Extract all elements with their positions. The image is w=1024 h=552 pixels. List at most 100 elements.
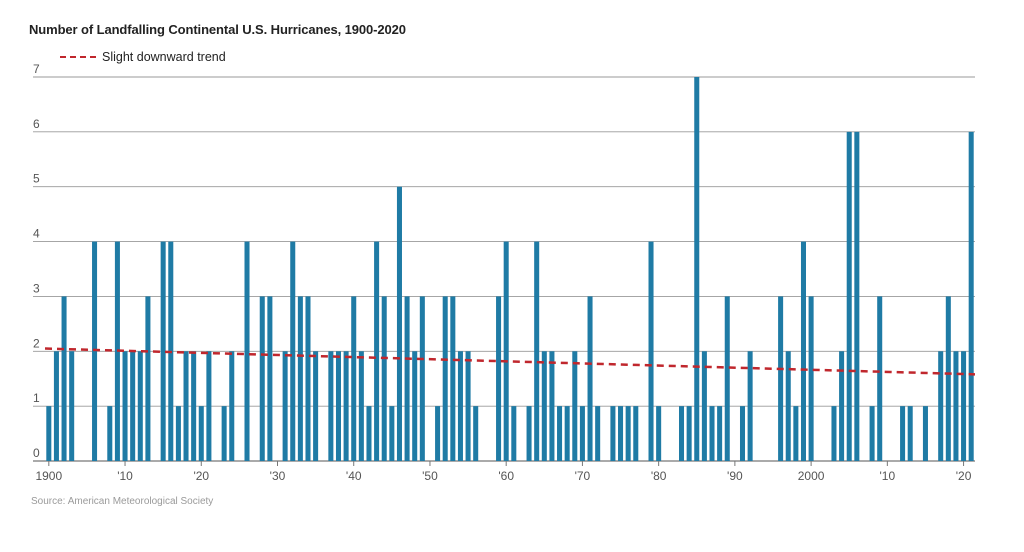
bar-1992 (747, 351, 753, 461)
bar-1928 (259, 296, 265, 461)
bar-1976 (625, 406, 631, 461)
bar-2009 (877, 296, 883, 461)
bar-1974 (610, 406, 616, 461)
bar-1955 (465, 351, 471, 461)
bar-2000 (808, 296, 814, 461)
bar-1999 (800, 241, 806, 461)
bar-1966 (549, 351, 555, 461)
bar-2005 (846, 131, 852, 461)
bar-1946 (396, 186, 402, 461)
bar-1906 (92, 241, 98, 461)
bar-1941 (358, 351, 364, 461)
bar-1910 (122, 351, 128, 461)
x-tick-label: '60 (498, 469, 514, 483)
bar-1932 (290, 241, 296, 461)
bar-2008 (869, 406, 875, 461)
bar-1924 (229, 351, 235, 461)
y-tick-label: 4 (33, 227, 40, 241)
x-tick-label: '70 (575, 469, 591, 483)
bar-1942 (366, 406, 372, 461)
bar-1921 (206, 351, 212, 461)
bar-1940 (351, 296, 357, 461)
bar-1934 (305, 296, 311, 461)
bar-1931 (282, 351, 288, 461)
bar-1975 (618, 406, 624, 461)
bar-1953 (450, 296, 456, 461)
bar-1998 (793, 406, 799, 461)
bar-1984 (686, 406, 692, 461)
bar-2013 (907, 406, 913, 461)
bar-1989 (724, 296, 730, 461)
bar-1983 (679, 406, 685, 461)
bar-1980 (656, 406, 662, 461)
bar-1945 (389, 406, 395, 461)
legend-label: Slight downward trend (102, 50, 226, 64)
bar-1986 (701, 351, 707, 461)
bar-1944 (381, 296, 387, 461)
x-tick-label: '80 (651, 469, 667, 483)
y-tick-label: 3 (33, 281, 40, 295)
bar-1985 (694, 77, 700, 461)
bar-2015 (922, 406, 928, 461)
bar-2021 (968, 131, 974, 461)
bar-1917 (175, 406, 181, 461)
x-tick-label: '40 (346, 469, 362, 483)
bar-1911 (130, 351, 136, 461)
bar-1949 (419, 296, 425, 461)
bar-1954 (457, 351, 463, 461)
x-tick-label: 2000 (798, 469, 825, 483)
bar-1967 (557, 406, 563, 461)
bar-1912 (137, 351, 143, 461)
bar-2012 (900, 406, 906, 461)
bar-2018 (945, 296, 951, 461)
y-tick-label: 7 (33, 62, 40, 76)
bar-1972 (595, 406, 601, 461)
source-note: Source: American Meteorological Society (31, 496, 214, 507)
chart-legend: Slight downward trend (60, 50, 226, 64)
bar-1920 (198, 406, 204, 461)
y-tick-label: 6 (33, 117, 40, 131)
bar-2020 (961, 351, 967, 461)
bar-1979 (648, 241, 654, 461)
bar-1988 (717, 406, 723, 461)
bar-1952 (442, 296, 448, 461)
bar-1913 (145, 296, 151, 461)
bar-1970 (579, 406, 585, 461)
y-tick-label: 0 (33, 446, 40, 460)
bar-1939 (343, 351, 349, 461)
bar-1943 (374, 241, 380, 461)
bar-1997 (785, 351, 791, 461)
x-tick-label: '30 (270, 469, 286, 483)
chart-title: Number of Landfalling Continental U.S. H… (29, 22, 406, 37)
legend-dashed-line-icon (60, 56, 96, 58)
x-tick-label: 1900 (35, 469, 62, 483)
bar-1918 (183, 351, 189, 461)
bar-1960 (503, 241, 509, 461)
x-tick-label: '20 (193, 469, 209, 483)
x-tick-label: '50 (422, 469, 438, 483)
bar-2006 (854, 131, 860, 461)
bar-1919 (191, 351, 197, 461)
bar-1977 (633, 406, 639, 461)
bar-1933 (297, 296, 303, 461)
bar-1935 (313, 351, 319, 461)
bar-1948 (412, 351, 418, 461)
bar-1987 (709, 406, 715, 461)
bar-1956 (473, 406, 479, 461)
bar-1926 (244, 241, 250, 461)
bar-1968 (564, 406, 570, 461)
bar-1901 (53, 351, 59, 461)
bar-1929 (267, 296, 273, 461)
bar-1969 (572, 351, 578, 461)
bar-1900 (46, 406, 52, 461)
bar-1937 (328, 351, 334, 461)
bar-1938 (335, 351, 341, 461)
x-tick-label: '20 (956, 469, 972, 483)
y-tick-label: 2 (33, 336, 40, 350)
bar-2004 (839, 351, 845, 461)
y-tick-label: 1 (33, 391, 40, 405)
bar-1923 (221, 406, 227, 461)
bar-1951 (435, 406, 441, 461)
y-tick-label: 5 (33, 172, 40, 186)
